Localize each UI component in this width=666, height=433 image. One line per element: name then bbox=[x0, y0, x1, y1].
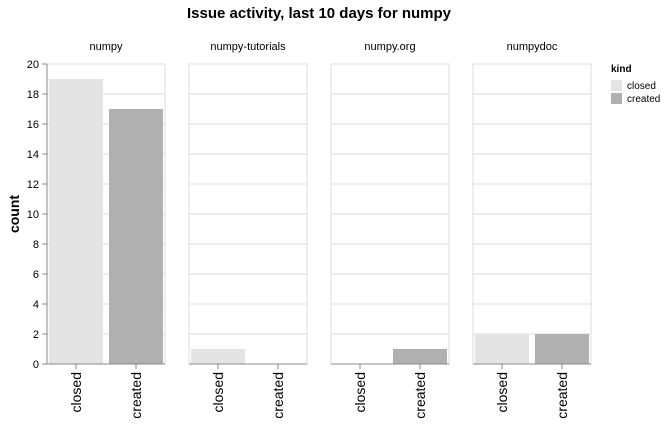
y-tick-label: 14 bbox=[27, 149, 39, 161]
x-tick-label: closed bbox=[352, 372, 368, 412]
legend-label: created bbox=[627, 94, 660, 105]
y-tick-label: 10 bbox=[27, 209, 39, 221]
y-tick-label: 2 bbox=[33, 329, 39, 341]
legend-label: closed bbox=[627, 81, 656, 92]
facet-title: numpy.org bbox=[364, 41, 415, 53]
facet-panel: numpy.org closed created bbox=[330, 41, 450, 419]
facet-panel: numpydoc closed created bbox=[472, 41, 592, 419]
x-tick-label: closed bbox=[68, 372, 84, 412]
x-tick-label: created bbox=[128, 372, 144, 419]
x-tick-label: created bbox=[412, 372, 428, 419]
legend-swatch-created bbox=[611, 93, 622, 104]
y-tick-label: 8 bbox=[33, 239, 39, 251]
bar-closed bbox=[475, 334, 529, 364]
y-tick-label: 6 bbox=[33, 269, 39, 281]
legend: closed created bbox=[611, 80, 660, 105]
bar-created bbox=[393, 349, 447, 364]
bar-closed bbox=[49, 79, 103, 364]
facet-title: numpydoc bbox=[507, 41, 558, 53]
legend-swatch-closed bbox=[611, 80, 622, 91]
y-tick-label: 16 bbox=[27, 119, 39, 131]
chart-title: Issue activity, last 10 days for numpy bbox=[187, 5, 452, 22]
facet-panel: numpy closed created 0 2 4 6 8 10 12 14 16 18 20 bbox=[27, 41, 166, 419]
facet-title: numpy bbox=[89, 41, 123, 53]
facet-title: numpy-tutorials bbox=[210, 41, 286, 53]
legend-title: kind bbox=[611, 64, 632, 75]
x-tick-label: created bbox=[554, 372, 570, 419]
facet-panel: numpy-tutorials closed created bbox=[188, 41, 308, 419]
y-tick-label: 4 bbox=[33, 299, 39, 311]
y-tick-label: 20 bbox=[27, 59, 39, 71]
bar-created bbox=[535, 334, 589, 364]
y-tick-label: 12 bbox=[27, 179, 39, 191]
y-tick-label: 18 bbox=[27, 89, 39, 101]
x-tick-label: closed bbox=[494, 372, 510, 412]
bar-created bbox=[109, 109, 163, 364]
y-tick-label: 0 bbox=[33, 359, 39, 371]
y-axis-label: count bbox=[6, 195, 22, 233]
x-tick-label: closed bbox=[210, 372, 226, 412]
x-tick-label: created bbox=[270, 372, 286, 419]
bar-closed bbox=[191, 349, 245, 364]
